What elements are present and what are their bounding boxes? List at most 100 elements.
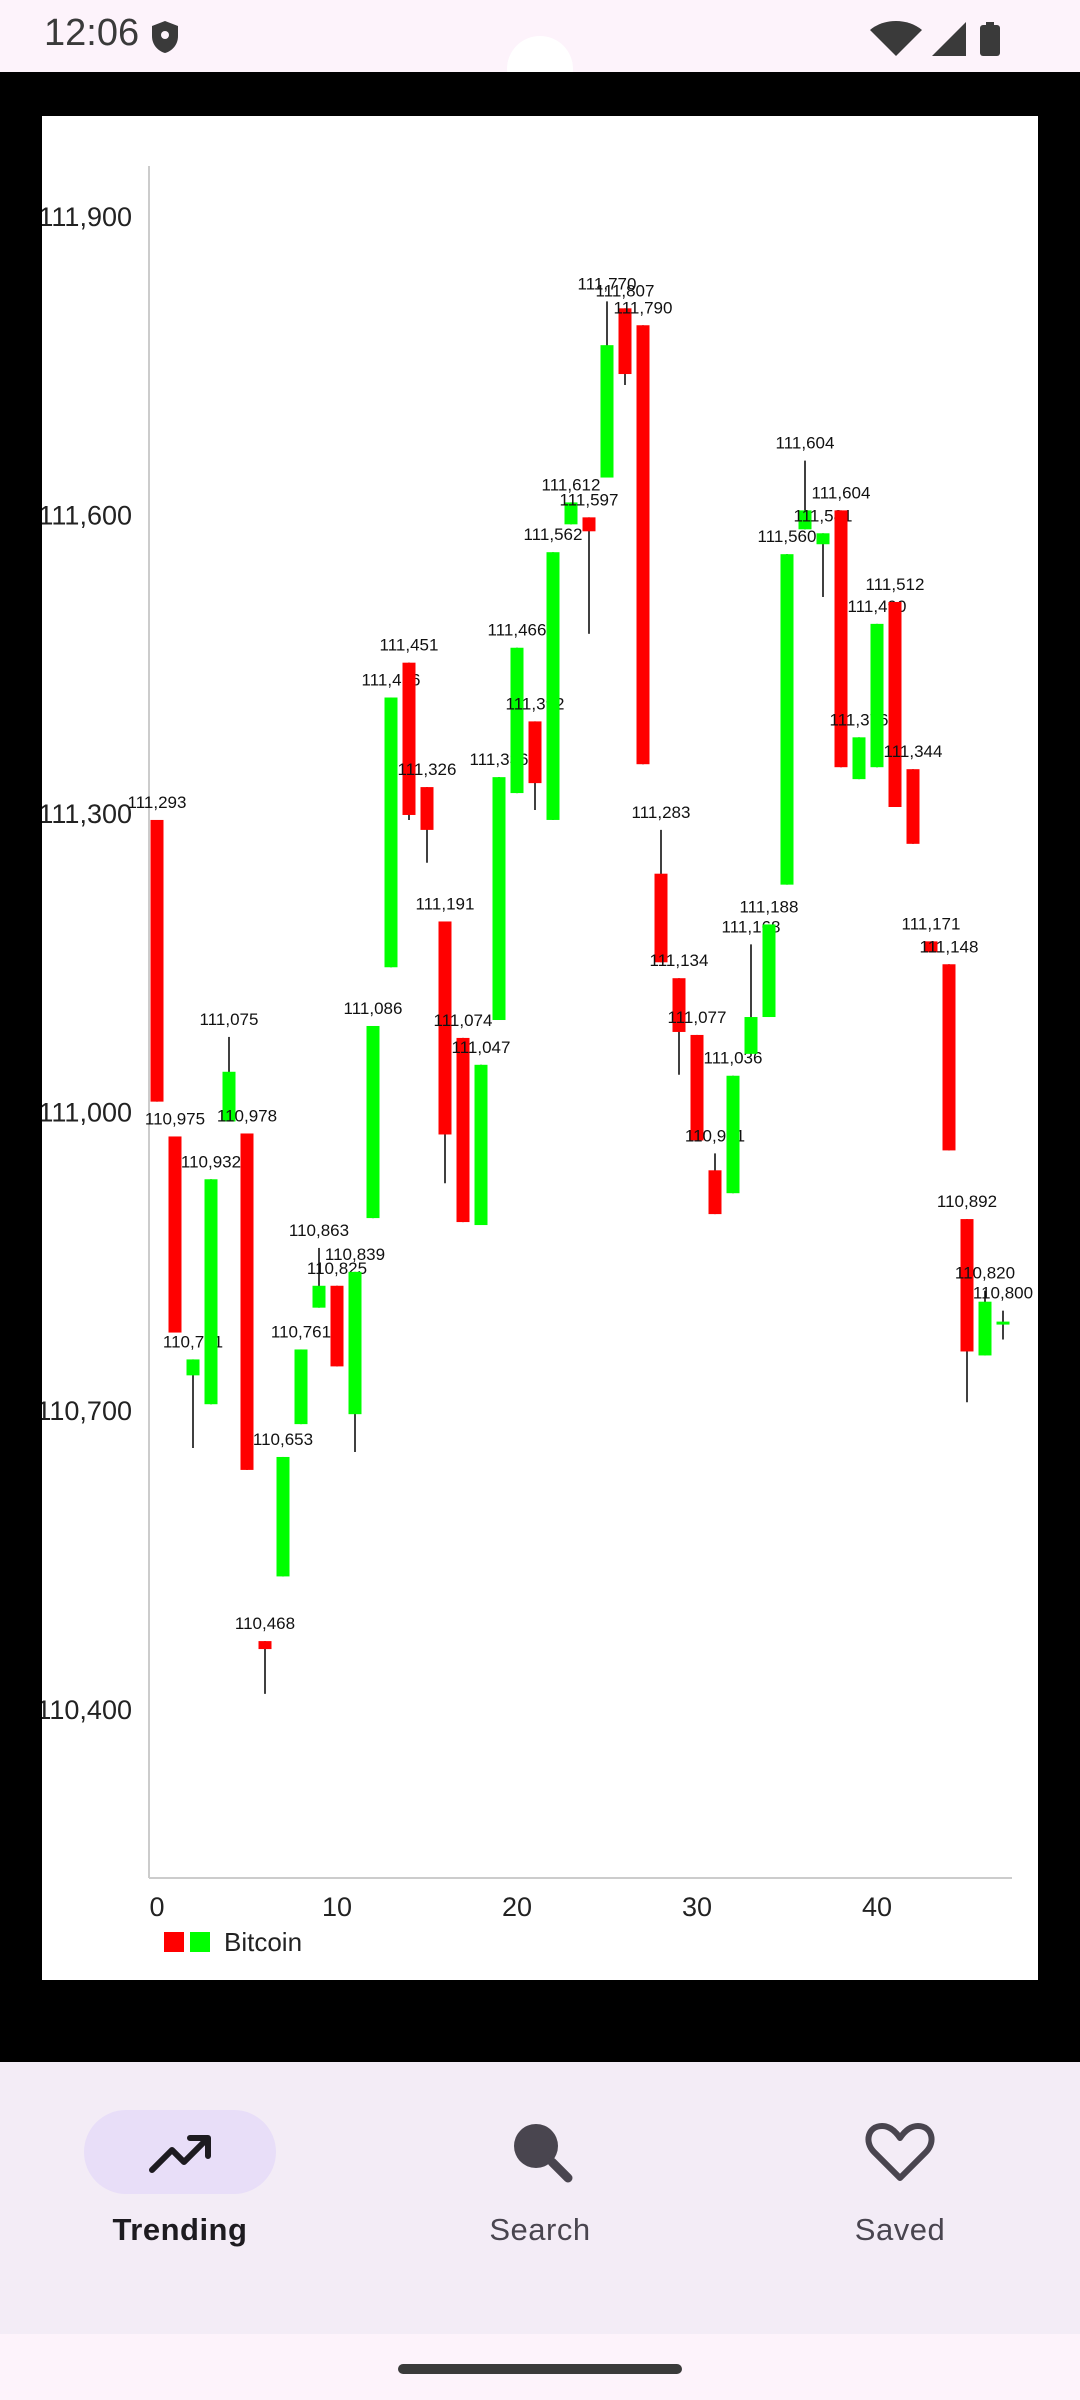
- nav-label-search: Search: [489, 2212, 591, 2247]
- candle-high-label: 111,086: [344, 999, 403, 1018]
- candle-body-decreasing: [438, 921, 452, 1135]
- candle-body-decreasing: [528, 721, 542, 784]
- candle-body-decreasing: [834, 510, 848, 768]
- candle-body-decreasing: [924, 941, 938, 953]
- nav-item-saved[interactable]: Saved: [800, 2100, 1000, 2260]
- candle-high-label: 111,807: [596, 281, 655, 300]
- candle-high-label: 111,293: [128, 793, 187, 812]
- candle-high-label: 110,468: [235, 1614, 295, 1633]
- candle-high-label: 110,975: [145, 1109, 205, 1128]
- candle-high-label: 110,820: [955, 1264, 1015, 1283]
- battery-icon: [980, 22, 1000, 56]
- candle-body-decreasing: [168, 1136, 182, 1333]
- candle-body-increasing: [744, 1017, 758, 1054]
- candle-high-label: 111,612: [542, 475, 601, 494]
- bottom-navigation-bar: Trending Search Saved: [0, 2062, 1080, 2334]
- candle-body-decreasing: [402, 662, 416, 815]
- candle-body-decreasing: [654, 873, 668, 963]
- candle-body-decreasing: [960, 1219, 974, 1352]
- y-tick-label: 111,300: [42, 799, 132, 829]
- nav-item-search[interactable]: Search: [440, 2100, 640, 2260]
- candle-body-increasing: [870, 623, 884, 768]
- y-tick-label: 111,600: [42, 500, 132, 530]
- candle-body-decreasing: [456, 1037, 470, 1223]
- candle-body-decreasing: [258, 1641, 272, 1650]
- legend-swatch-increasing: [190, 1932, 210, 1952]
- candle-high-label: 111,047: [452, 1038, 511, 1057]
- candle-body-increasing: [204, 1179, 218, 1405]
- candle-high-label: 111,326: [398, 760, 457, 779]
- candle-body-increasing: [510, 647, 524, 794]
- candle-high-label: 110,839: [325, 1245, 385, 1264]
- candle-high-label: 111,077: [668, 1008, 727, 1027]
- candle-high-label: 110,653: [253, 1430, 313, 1449]
- candle-body-decreasing: [636, 325, 650, 765]
- shield-icon: [152, 21, 178, 53]
- candle-body-decreasing: [618, 308, 632, 375]
- x-tick-label: 30: [682, 1892, 712, 1922]
- candle-body-decreasing: [150, 819, 164, 1102]
- candle-body-increasing: [762, 924, 776, 1018]
- status-icons: [870, 21, 1000, 56]
- candle-body-increasing: [366, 1025, 380, 1219]
- candle-high-label: 111,512: [866, 575, 925, 594]
- candle-body-increasing: [726, 1075, 740, 1194]
- candle-body-increasing: [474, 1064, 488, 1226]
- candle-high-label: 111,188: [740, 897, 799, 916]
- candle-body-increasing: [816, 533, 830, 545]
- candle-high-label: 110,892: [937, 1192, 997, 1211]
- candle-body-increasing: [852, 737, 866, 780]
- candle-body-decreasing: [672, 978, 686, 1032]
- candle-body-increasing: [600, 345, 614, 478]
- y-tick-label: 111,000: [42, 1098, 132, 1128]
- candle-high-label: 111,604: [776, 434, 835, 453]
- candle-high-label: 110,978: [217, 1106, 277, 1125]
- candle-high-label: 111,560: [758, 527, 817, 546]
- candle-high-label: 111,466: [488, 621, 547, 640]
- chart-card: 110,400 110,700 111,000 111,300 111,600 111,9…: [42, 116, 1038, 1980]
- candle-high-label: 111,283: [632, 803, 691, 822]
- home-gesture-handle[interactable]: [398, 2364, 682, 2374]
- candle-body-increasing: [312, 1285, 326, 1308]
- candlestick-chart[interactable]: 110,400 110,700 111,000 111,300 111,600 111,9…: [42, 116, 1038, 1980]
- heart-icon: [865, 2123, 935, 2181]
- candle-body-decreasing: [420, 787, 434, 830]
- nav-active-indicator: [84, 2110, 276, 2194]
- candle-high-label: 111,075: [200, 1010, 259, 1029]
- nav-item-trending[interactable]: Trending: [80, 2100, 280, 2260]
- candle-body-increasing: [546, 552, 560, 820]
- candle-body-decreasing: [330, 1285, 344, 1367]
- search-icon: [514, 2124, 573, 2183]
- candle-body-decreasing: [942, 964, 956, 1151]
- candle-body-increasing: [492, 777, 506, 1021]
- candle-high-label: 111,451: [380, 636, 439, 655]
- legend-label: Bitcoin: [224, 1927, 302, 1957]
- trending-up-icon: [149, 2135, 211, 2173]
- candle-body-decreasing: [690, 1034, 704, 1141]
- candle-body-increasing: [276, 1456, 290, 1577]
- y-tick-label: 110,400: [42, 1695, 132, 1725]
- candle-high-label: 111,148: [920, 937, 979, 956]
- candle-high-label: 111,344: [884, 742, 943, 761]
- candle-high-label: 111,597: [560, 490, 619, 509]
- candle-body-increasing: [348, 1271, 362, 1415]
- y-tick-label: 110,700: [42, 1396, 132, 1426]
- nav-label-trending: Trending: [112, 2212, 248, 2247]
- candle-body-decreasing: [906, 769, 920, 844]
- x-tick-label: 40: [862, 1892, 892, 1922]
- y-tick-label: 111,900: [42, 202, 132, 232]
- candle-body-increasing: [978, 1301, 992, 1356]
- candle-high-label: 111,171: [902, 914, 961, 933]
- x-tick-label: 0: [149, 1892, 164, 1922]
- candle-high-label: 111,604: [812, 483, 871, 502]
- candle-high-label: 110,932: [181, 1152, 241, 1171]
- candle-high-label: 110,863: [289, 1221, 349, 1240]
- candle-body-increasing: [222, 1071, 236, 1122]
- candle-high-label: 110,761: [271, 1322, 331, 1341]
- candle-body-increasing: [798, 510, 812, 530]
- candle-high-label: 111,562: [524, 525, 583, 544]
- x-tick-label: 20: [502, 1892, 532, 1922]
- candle-high-label: 111,790: [614, 298, 673, 317]
- wifi-icon: [870, 21, 922, 56]
- candle-body-decreasing: [708, 1170, 722, 1215]
